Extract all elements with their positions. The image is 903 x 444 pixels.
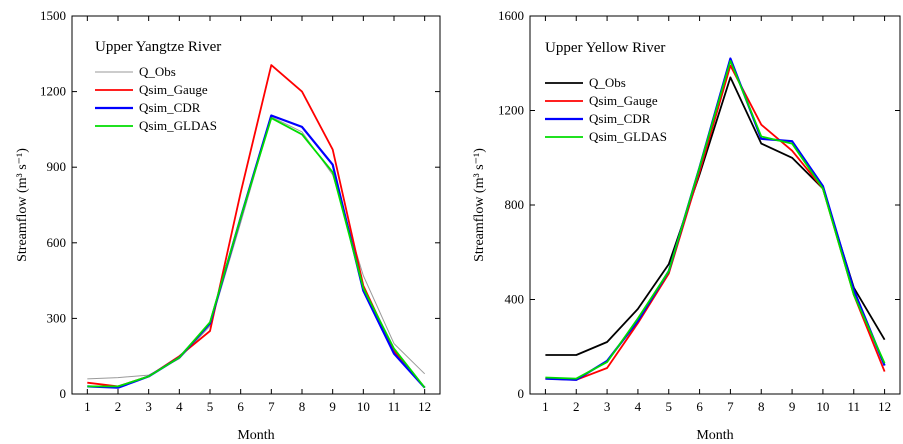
x-tick-label: 12 (418, 399, 431, 414)
series-line-qsim-gauge (87, 64, 426, 389)
x-tick-label: 3 (604, 399, 611, 414)
x-tick-label: 5 (207, 399, 214, 414)
x-tick-label: 4 (635, 399, 642, 414)
x-tick-label: 2 (573, 399, 580, 414)
x-tick-label: 10 (357, 399, 370, 414)
legend-label: Qsim_GLDAS (139, 118, 217, 133)
x-tick-label: 8 (758, 399, 765, 414)
y-tick-label: 0 (518, 386, 525, 401)
x-tick-label: 11 (388, 399, 401, 414)
x-tick-label: 9 (789, 399, 796, 414)
legend-label: Q_Obs (589, 75, 626, 90)
series-line-qsim-cdr (87, 114, 426, 389)
x-tick-label: 4 (176, 399, 183, 414)
x-tick-label: 12 (878, 399, 891, 414)
x-tick-label: 6 (696, 399, 703, 414)
x-tick-label: 10 (816, 399, 829, 414)
x-tick-label: 7 (727, 399, 734, 414)
y-tick-label: 900 (47, 159, 67, 174)
x-tick-label: 8 (299, 399, 306, 414)
y-axis-title: Streamflow (m³ s⁻¹) (472, 148, 487, 262)
y-tick-label: 400 (505, 292, 525, 307)
legend-label: Qsim_CDR (139, 100, 201, 115)
x-tick-label: 2 (115, 399, 122, 414)
legend-label: Qsim_CDR (589, 111, 651, 126)
x-tick-label: 7 (268, 399, 275, 414)
x-tick-label: 5 (666, 399, 673, 414)
x-tick-label: 9 (329, 399, 336, 414)
y-tick-label: 800 (505, 197, 525, 212)
panel-title: Upper Yellow River (545, 40, 665, 56)
chart-upper-yellow: 1 2 3 4 5 6 7 8 9 10 11 12040080012001600MonthStrea… (472, 8, 901, 443)
plot-frame (529, 15, 901, 395)
series-line-qsim-gldas (545, 60, 886, 380)
legend-label: Qsim_GLDAS (589, 129, 667, 144)
plot-frame (71, 15, 441, 395)
y-axis-title: Streamflow (m³ s⁻¹) (15, 148, 30, 262)
y-tick-label: 1200 (40, 84, 66, 99)
x-tick-label: 11 (847, 399, 860, 414)
legend-label: Qsim_Gauge (589, 93, 658, 108)
x-axis-title: Month (696, 428, 733, 443)
x-tick-label: 3 (145, 399, 152, 414)
series-line-qsim-gldas (87, 117, 426, 389)
series-line-q-obs (87, 116, 426, 380)
panel-title: Upper Yangtze River (95, 39, 221, 55)
x-tick-label: 6 (237, 399, 244, 414)
x-axis-title: Month (237, 428, 274, 443)
y-tick-label: 1600 (498, 8, 524, 23)
legend-label: Qsim_Gauge (139, 82, 208, 97)
y-tick-label: 300 (47, 310, 67, 325)
chart-upper-yangtze: 1 2 3 4 5 6 7 8 9 10 11 12030060090012001500MonthSt… (15, 8, 441, 443)
x-tick-label: 1 (84, 399, 91, 414)
y-tick-label: 600 (47, 235, 67, 250)
y-tick-label: 1500 (40, 8, 66, 23)
legend-label: Q_Obs (139, 64, 176, 79)
x-tick-label: 1 (542, 399, 549, 414)
y-tick-label: 1200 (498, 103, 524, 118)
y-tick-label: 0 (60, 386, 67, 401)
